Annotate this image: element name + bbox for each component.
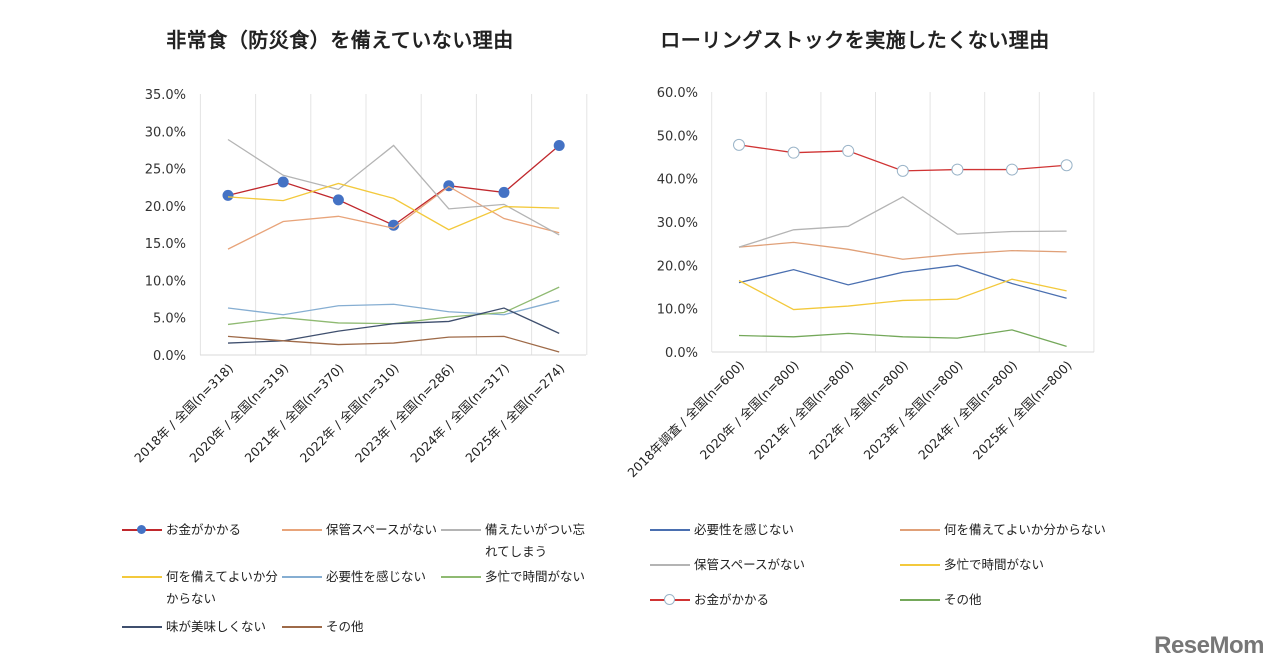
legend-label: 保管スペースがない: [694, 557, 806, 572]
left-data-point: [553, 139, 565, 151]
left-y-tick-label: 25.0%: [145, 163, 186, 178]
right-data-point: [896, 164, 909, 177]
right-x-tick-label: 2021年 / 全国(n=800): [751, 358, 856, 463]
right-legend-item: 保管スペースがない: [650, 554, 894, 576]
left-x-tick-label: 2020年 / 全国(n=319): [186, 361, 291, 466]
right-legend-item: 多忙で時間がない: [900, 554, 1144, 576]
left-data-point: [332, 194, 344, 206]
legend-swatch: [650, 554, 690, 576]
right-legend-item: 必要性を感じない: [650, 519, 894, 541]
legend-swatch: [441, 566, 481, 588]
left-y-tick-label: 0.0%: [153, 349, 186, 364]
left-series-line-5: [227, 286, 560, 326]
left-chart-title: 非常食（防災食）を備えていない理由: [166, 28, 514, 52]
left-legend-item: お金がかかる: [122, 519, 278, 541]
right-data-point: [842, 144, 855, 157]
left-legend-item: 保管スペースがない: [282, 519, 438, 541]
right-y-tick-label: 10.0%: [657, 303, 698, 318]
right-data-point: [1060, 159, 1073, 172]
left-y-tick-label: 15.0%: [145, 237, 186, 252]
resemom-logo: ReseMom: [1154, 632, 1264, 659]
legend-swatch: [122, 566, 162, 588]
legend-label: 多忙で時間がない: [944, 557, 1045, 572]
right-legend-item: その他: [900, 589, 1144, 611]
left-series-line-0: [227, 144, 560, 226]
right-legend-item: 何を備えてよいか分からない: [900, 519, 1144, 541]
right-x-tick-label: 2024年 / 全国(n=800): [915, 358, 1020, 463]
right-data-point: [1006, 163, 1018, 176]
left-x-tick-label: 2022年 / 全国(n=310): [297, 361, 402, 466]
legend-swatch: [282, 616, 322, 638]
left-y-tick-label: 30.0%: [145, 125, 186, 140]
left-data-point: [277, 176, 289, 188]
right-series-line-3: [738, 278, 1067, 311]
right-x-tick-label: 2020年 / 全国(n=800): [697, 358, 802, 463]
legend-swatch: [122, 519, 162, 541]
legend-label: 何を備えてよいか分からない: [944, 522, 1106, 537]
right-legend-item: お金がかかる: [650, 589, 894, 611]
right-x-tick-label: 2022年 / 全国(n=800): [806, 358, 911, 463]
left-x-tick-label: 2025年 / 全国(n=274): [462, 361, 567, 466]
left-legend-item: 味が美味しくない: [122, 616, 278, 638]
right-y-tick-label: 30.0%: [657, 216, 698, 231]
legend-swatch: [650, 519, 690, 541]
legend-swatch: [650, 589, 690, 611]
legend-label: お金がかかる: [694, 592, 770, 607]
legend-swatch: [282, 519, 322, 541]
left-series-line-7: [227, 335, 560, 353]
legend-swatch: [441, 519, 481, 541]
right-x-tick-label: 2023年 / 全国(n=800): [861, 358, 966, 463]
left-x-tick-label: 2024年 / 全国(n=317): [407, 361, 512, 466]
legend-swatch: [282, 566, 322, 588]
right-y-tick-label: 40.0%: [657, 173, 698, 188]
right-series-line-0: [738, 264, 1067, 299]
legend-label: 多忙で時間がない: [485, 569, 586, 584]
right-series-line-1: [738, 241, 1067, 260]
right-y-tick-label: 0.0%: [665, 346, 698, 361]
left-x-tick-label: 2023年 / 全国(n=286): [352, 361, 457, 466]
right-data-point: [787, 146, 800, 159]
left-data-point: [222, 189, 234, 201]
left-x-tick-label: 2018年 / 全国(n=318): [131, 361, 236, 466]
left-series-line-2: [227, 138, 560, 236]
right-y-tick-label: 50.0%: [657, 129, 698, 144]
left-series-line-1: [227, 185, 560, 250]
left-y-tick-label: 5.0%: [153, 312, 186, 327]
legend-swatch: [900, 554, 940, 576]
left-legend-item: その他: [282, 616, 438, 638]
legend-swatch: [900, 589, 940, 611]
legend-label: 必要性を感じない: [694, 522, 795, 537]
left-y-tick-label: 20.0%: [145, 200, 186, 215]
left-x-tick-label: 2021年 / 全国(n=370): [242, 361, 347, 466]
right-data-point: [951, 163, 964, 176]
left-legend-item: 備えたいがつい忘れてしまう: [441, 519, 597, 563]
left-legend-item: 多忙で時間がない: [441, 566, 597, 588]
left-legend-item: 必要性を感じない: [282, 566, 438, 588]
legend-swatch: [900, 519, 940, 541]
left-series-line-3: [227, 182, 560, 231]
legend-label: 何を備えてよいか分からない: [166, 569, 278, 606]
left-legend-item: 何を備えてよいか分からない: [122, 566, 278, 610]
right-y-tick-label: 60.0%: [657, 86, 698, 101]
legend-label: その他: [326, 619, 364, 634]
left-data-point: [498, 186, 510, 198]
legend-label: 保管スペースがない: [326, 522, 438, 537]
right-x-tick-label: 2025年 / 全国(n=800): [970, 358, 1075, 463]
left-y-tick-label: 10.0%: [145, 274, 186, 289]
legend-label: 必要性を感じない: [326, 569, 427, 584]
left-y-tick-label: 35.0%: [145, 88, 186, 103]
right-series-line-2: [738, 196, 1067, 248]
right-y-tick-label: 20.0%: [657, 259, 698, 274]
left-series-line-4: [227, 299, 560, 316]
legend-swatch: [122, 616, 162, 638]
legend-label: その他: [944, 592, 982, 607]
legend-label: お金がかかる: [166, 522, 242, 537]
right-series-line-5: [738, 329, 1067, 347]
legend-label: 味が美味しくない: [166, 619, 267, 634]
legend-label: 備えたいがつい忘れてしまう: [485, 522, 586, 559]
right-data-point: [733, 138, 745, 151]
right-chart-title: ローリングストックを実施したくない理由: [660, 28, 1050, 52]
